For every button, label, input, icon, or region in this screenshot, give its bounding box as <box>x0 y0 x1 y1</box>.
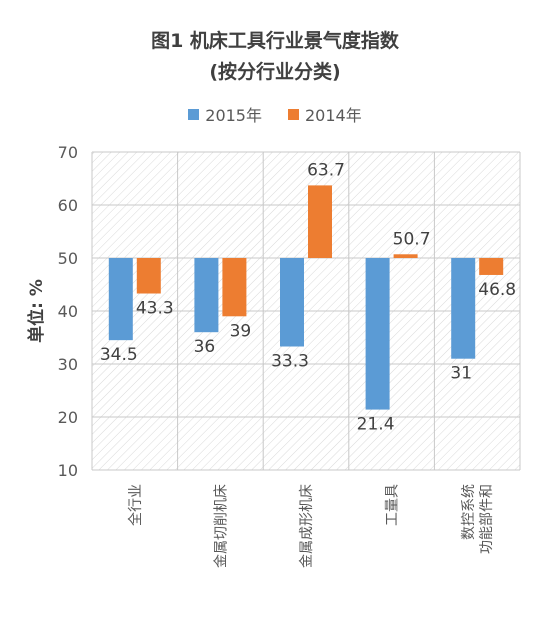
bar-2014年 <box>393 254 418 258</box>
y-tick-label: 10 <box>58 461 78 480</box>
data-label: 36 <box>194 337 216 357</box>
legend-swatch-2014 <box>288 108 299 120</box>
chart-title: 图1 机床工具行业景气度指数 <box>151 30 399 52</box>
y-tick-label: 50 <box>58 249 78 268</box>
y-axis-label: 单位: % <box>26 279 47 343</box>
bar-2014年 <box>479 258 504 275</box>
y-tick-label: 70 <box>58 143 78 162</box>
x-tick-label: 金属切削机床 <box>213 484 229 568</box>
data-label: 31 <box>450 364 472 384</box>
data-label: 43.3 <box>136 299 174 319</box>
legend: 2015年 2014年 <box>0 102 550 126</box>
bar-2015年 <box>194 258 219 333</box>
chart-subtitle: (按分行业分类) <box>209 61 341 83</box>
legend-item-2015: 2015年 <box>188 102 262 126</box>
x-tick-label: 数控系统 <box>461 484 477 540</box>
legend-label-2014: 2014年 <box>305 106 362 125</box>
x-tick-label: 功能部件和 <box>479 484 495 554</box>
x-tick-label: 全行业 <box>127 484 144 526</box>
legend-label-2015: 2015年 <box>205 106 262 125</box>
bar-2014年 <box>136 258 161 294</box>
bar-2014年 <box>308 185 332 258</box>
legend-item-2014: 2014年 <box>288 102 362 126</box>
data-label: 39 <box>230 321 252 341</box>
y-tick-label: 20 <box>58 408 78 427</box>
y-tick-label: 30 <box>58 355 78 374</box>
x-tick-label: 金属成形机床 <box>299 484 315 568</box>
data-label: 46.8 <box>478 280 516 300</box>
bar-2015年 <box>365 258 390 410</box>
data-label: 33.3 <box>271 352 309 372</box>
y-tick-label: 40 <box>58 302 78 321</box>
data-label: 34.5 <box>100 345 138 365</box>
data-label: 63.7 <box>307 160 345 180</box>
data-label: 50.7 <box>393 229 431 249</box>
bar-2015年 <box>280 258 304 347</box>
bar-2014年 <box>222 258 247 317</box>
x-tick-label: 工量具 <box>385 484 401 526</box>
data-label: 21.4 <box>357 415 395 435</box>
bar-2015年 <box>108 258 133 341</box>
bar-2015年 <box>451 258 476 359</box>
legend-swatch-2015 <box>188 108 200 120</box>
y-tick-label: 60 <box>58 196 78 215</box>
